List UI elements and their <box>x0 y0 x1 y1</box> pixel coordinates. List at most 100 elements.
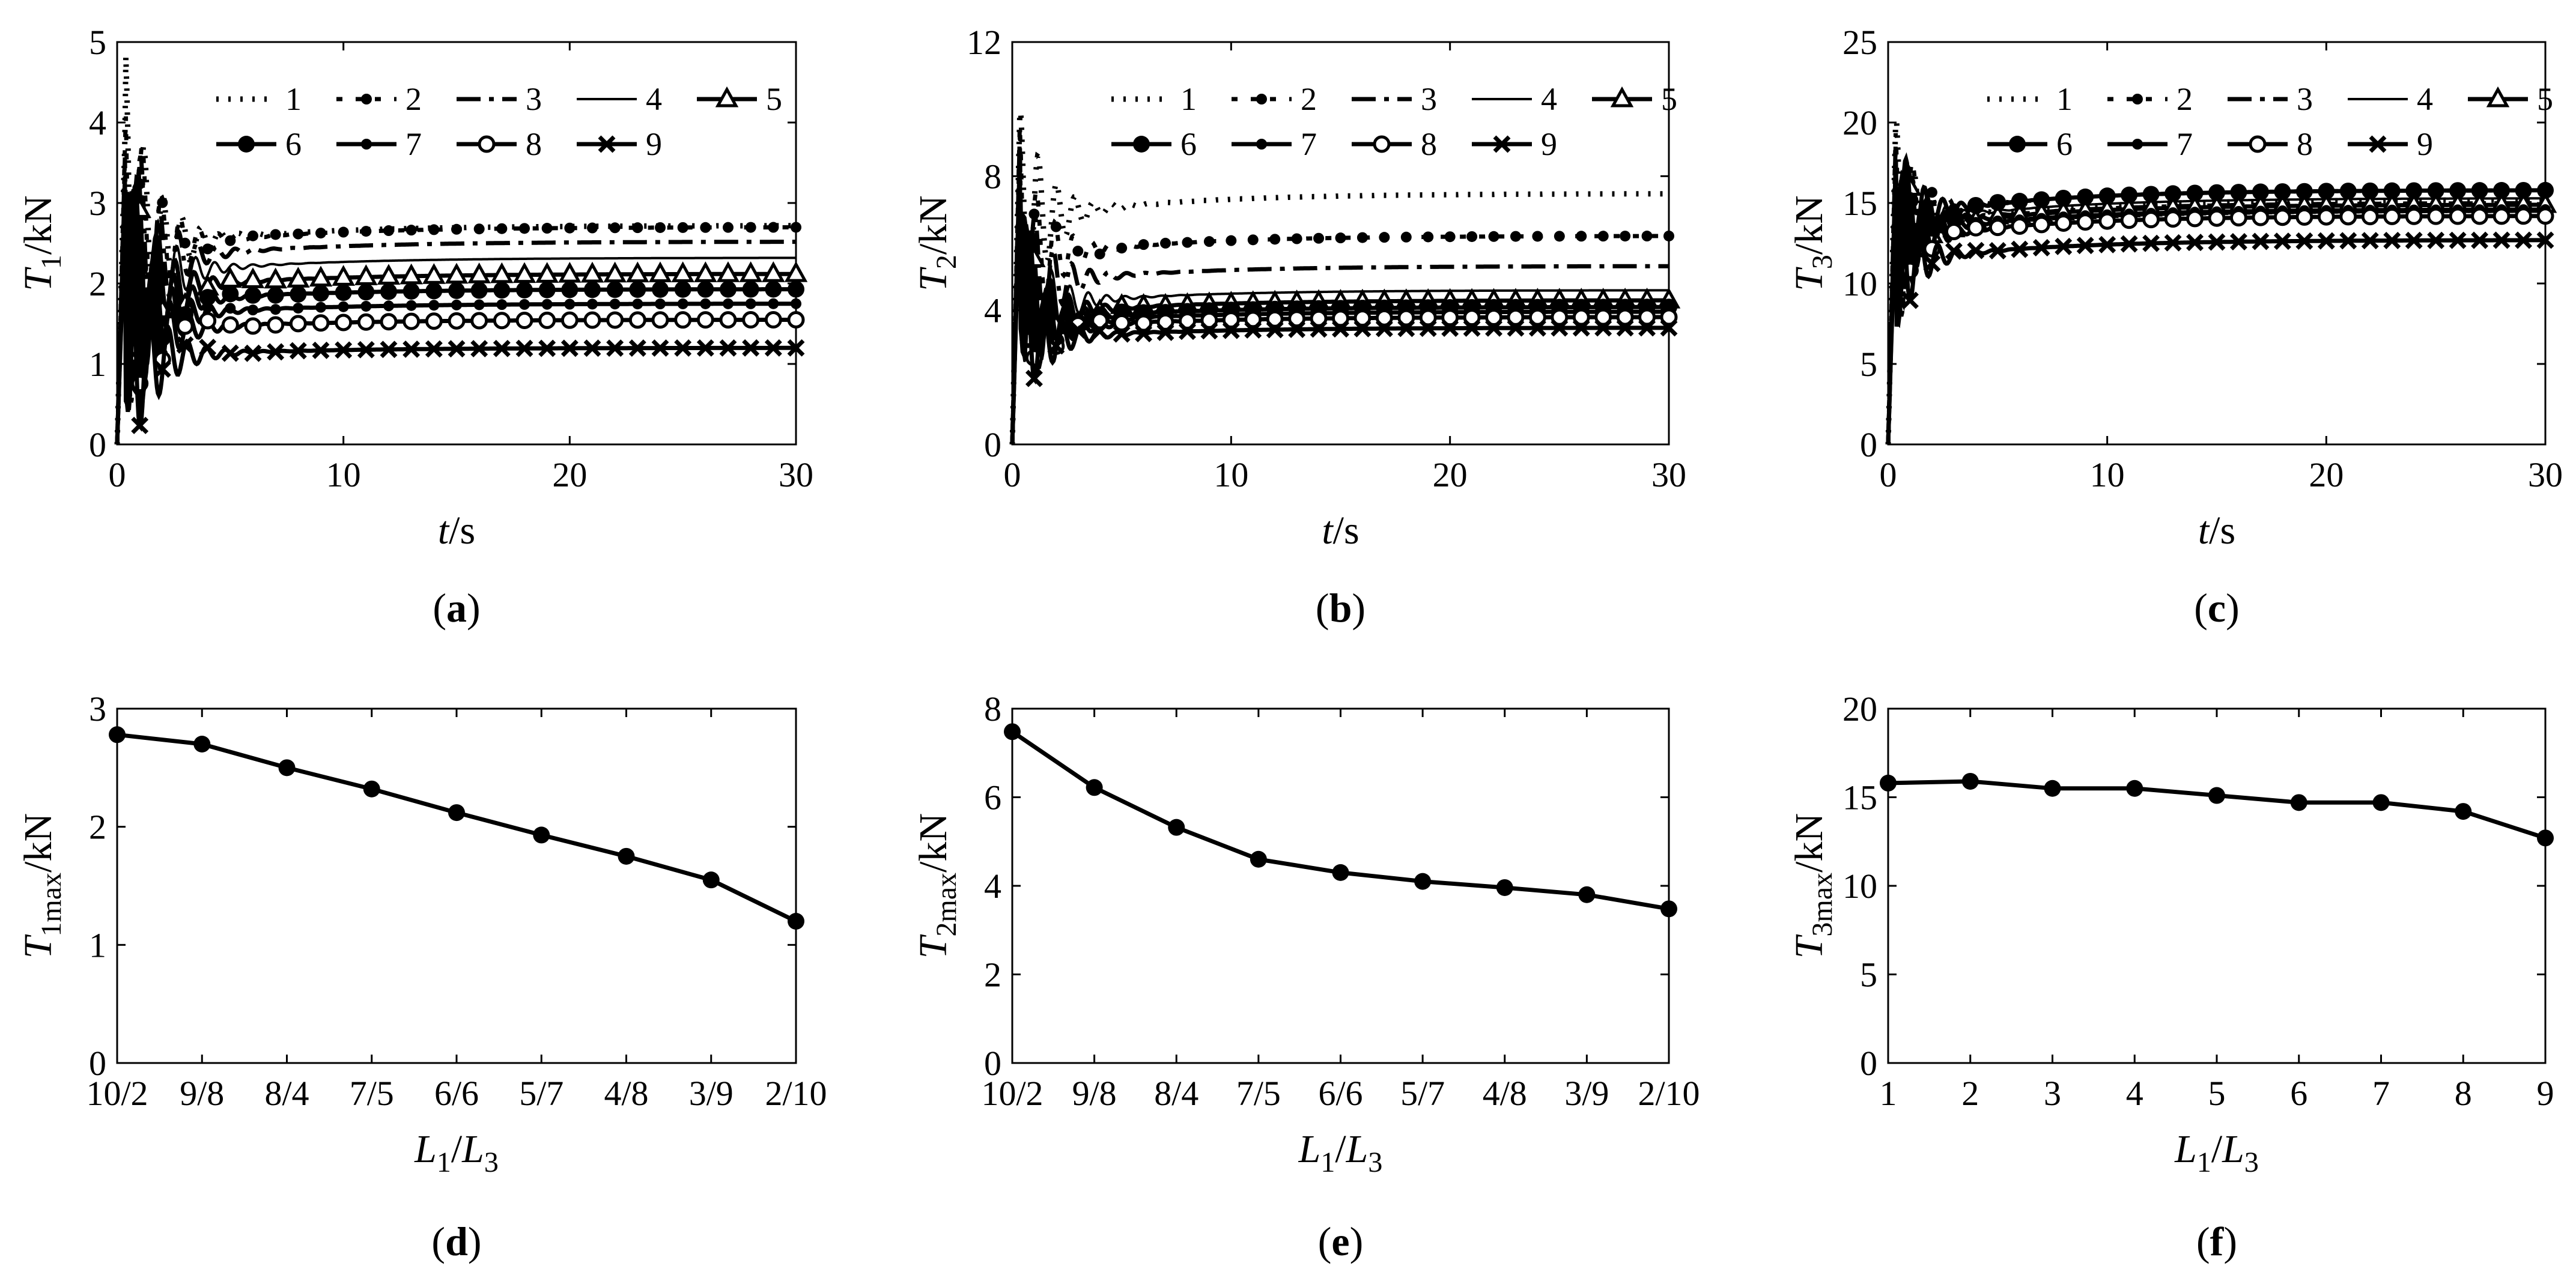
y-axis-label: T3​/kN <box>1787 195 1838 291</box>
series-marker <box>1288 310 1306 328</box>
series-marker <box>2098 235 2116 253</box>
series-marker <box>1463 309 1481 327</box>
series-marker <box>606 339 624 357</box>
series-marker <box>221 344 239 362</box>
series-marker <box>221 316 239 334</box>
series-markers-8 <box>1901 207 2554 279</box>
series-marker <box>538 281 556 298</box>
series-marker <box>496 223 508 234</box>
series-marker <box>1291 233 1302 244</box>
series-marker <box>1419 319 1437 338</box>
series-marker <box>2208 233 2226 251</box>
series-marker <box>1594 319 1612 337</box>
y-tick-label: 0 <box>984 1044 1001 1083</box>
y-tick-label: 1 <box>89 345 106 384</box>
series-marker <box>2252 208 2270 226</box>
series-marker <box>2317 232 2335 250</box>
x-tick-label: 2 <box>1961 1074 1979 1113</box>
series-marker <box>603 261 627 283</box>
series-marker <box>467 262 491 283</box>
series-marker <box>1353 319 1372 338</box>
series-marker <box>626 261 649 283</box>
legend-marker-2 <box>361 94 372 104</box>
series-marker <box>1638 319 1656 337</box>
series-marker <box>2536 231 2554 249</box>
series-marker <box>293 303 304 314</box>
x-tick-label: 20 <box>1433 455 1468 494</box>
x-tick-label: 10 <box>2090 455 2125 494</box>
series-marker <box>157 197 168 208</box>
series-marker <box>1532 231 1543 242</box>
series-marker <box>448 282 465 299</box>
series-marker <box>1203 236 1215 247</box>
series-marker <box>1572 319 1590 337</box>
series-marker <box>651 311 669 329</box>
series-marker <box>383 300 394 312</box>
series-marker <box>402 340 421 358</box>
series-marker <box>606 311 624 329</box>
series-line <box>1011 730 1669 911</box>
y-axis-label: T2max​/kN <box>911 813 962 958</box>
series-marker <box>1094 248 1105 259</box>
legend-marker-2 <box>2132 94 2143 104</box>
series-marker <box>541 298 553 310</box>
series-marker <box>425 340 443 358</box>
x-tick-label: 5/7 <box>519 1074 564 1113</box>
series-marker <box>765 280 782 298</box>
series-marker <box>2339 208 2357 226</box>
x-tick-label: 9 <box>2537 1074 2554 1113</box>
y-tick-label: 6 <box>984 778 1001 817</box>
series-marker <box>1091 312 1109 330</box>
series-marker <box>2339 232 2357 250</box>
y-tick-label: 3 <box>89 689 106 728</box>
series-marker <box>700 298 711 309</box>
series-markers-6 <box>1901 181 2554 237</box>
series-marker <box>1945 242 1963 260</box>
data-point <box>1086 779 1103 796</box>
legend-marker-9 <box>2369 135 2387 153</box>
series-markers-9 <box>1025 319 1678 387</box>
series-marker <box>2164 210 2182 228</box>
series-marker <box>745 222 756 233</box>
series-marker <box>244 317 262 335</box>
caption-c: (c) <box>2194 585 2240 631</box>
x-axis-label: L1​/L3​ <box>1298 1127 1383 1178</box>
series-marker <box>2252 183 2269 201</box>
series-marker <box>2471 182 2488 199</box>
series-marker <box>2405 231 2423 249</box>
series-marker <box>1247 234 1259 246</box>
series-marker <box>1332 320 1349 338</box>
series-marker <box>742 280 759 298</box>
series-marker <box>560 339 579 357</box>
series-marker <box>655 298 666 310</box>
series-marker <box>264 267 287 289</box>
series-marker <box>2121 186 2138 204</box>
series-marker <box>564 222 576 234</box>
series-marker <box>742 339 760 357</box>
series-marker <box>2383 207 2401 225</box>
series-marker <box>222 285 239 303</box>
data-point <box>618 847 635 865</box>
series-marker <box>315 228 326 239</box>
series-marker <box>1528 308 1546 326</box>
series-marker <box>580 261 604 283</box>
data-point <box>2044 780 2061 797</box>
series-marker <box>1488 231 1499 242</box>
series-marker <box>739 261 762 282</box>
series-marker <box>677 222 688 233</box>
series-marker <box>1266 321 1284 339</box>
series-line-2 <box>1010 126 1669 445</box>
series-marker <box>1597 231 1609 242</box>
series-marker <box>1226 235 1237 246</box>
series-marker <box>2032 216 2050 234</box>
series-marker <box>1901 291 1919 309</box>
y-tick-label: 4 <box>984 867 1001 906</box>
series-marker <box>1620 231 1631 242</box>
series-marker <box>267 286 284 304</box>
legend-label-6: 6 <box>1180 126 1197 162</box>
x-tick-label: 9/8 <box>1072 1074 1117 1113</box>
series-marker <box>2273 208 2291 226</box>
series-marker <box>153 360 171 378</box>
series-marker <box>1641 231 1653 242</box>
